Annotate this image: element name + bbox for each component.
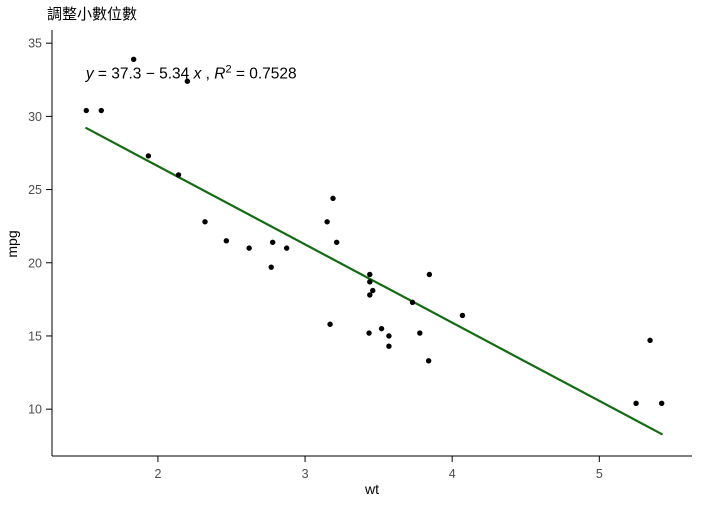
data-point bbox=[409, 299, 416, 305]
y-tick-label: 10 bbox=[28, 403, 42, 417]
data-point bbox=[98, 107, 104, 114]
x-tick-label: 4 bbox=[449, 467, 456, 481]
data-point bbox=[425, 358, 432, 364]
data-point bbox=[367, 271, 373, 278]
data-point bbox=[223, 238, 230, 244]
data-point bbox=[417, 330, 423, 336]
y-tick-label: 15 bbox=[28, 329, 42, 343]
data-point bbox=[83, 107, 89, 114]
data-point bbox=[378, 325, 385, 332]
data-point bbox=[333, 239, 340, 245]
data-point bbox=[633, 400, 639, 406]
data-point bbox=[269, 239, 276, 245]
data-point bbox=[459, 312, 466, 319]
y-tick-label: 35 bbox=[28, 37, 42, 51]
data-point bbox=[366, 330, 372, 336]
data-point bbox=[426, 271, 433, 278]
equation-annotation: y = 37.3 − 5.34 x , R2 = 0.7528 bbox=[85, 63, 297, 82]
data-point bbox=[145, 153, 152, 159]
data-point bbox=[283, 245, 290, 251]
x-tick-label: 3 bbox=[302, 467, 309, 481]
x-tick-label: 2 bbox=[154, 467, 161, 481]
data-point bbox=[130, 56, 137, 62]
data-point bbox=[330, 195, 336, 202]
data-point bbox=[327, 321, 333, 327]
data-point bbox=[367, 279, 373, 285]
data-point bbox=[175, 172, 182, 178]
regression-line bbox=[85, 126, 663, 436]
data-point bbox=[367, 292, 373, 298]
y-tick-label: 30 bbox=[28, 110, 42, 124]
x-tick-label: 5 bbox=[596, 467, 603, 481]
data-point bbox=[647, 337, 653, 344]
data-point bbox=[386, 343, 392, 349]
y-tick-label: 25 bbox=[28, 183, 42, 197]
plot-panel: 2 3 4 5 10 15 20 25 30 35 y = 37.3 − 5.34 x , R2 =… bbox=[28, 30, 692, 481]
data-point bbox=[268, 264, 274, 270]
data-point bbox=[324, 219, 330, 225]
y-axis-label: mpg bbox=[4, 230, 20, 257]
x-axis-label: wt bbox=[364, 481, 379, 497]
data-point bbox=[370, 287, 376, 294]
data-point bbox=[246, 245, 252, 251]
y-tick-label: 20 bbox=[28, 256, 42, 270]
data-point bbox=[184, 78, 191, 84]
chart-title: 調整小數位數 bbox=[47, 6, 137, 23]
data-point bbox=[658, 400, 665, 406]
data-point bbox=[386, 333, 392, 339]
data-point bbox=[202, 219, 208, 225]
